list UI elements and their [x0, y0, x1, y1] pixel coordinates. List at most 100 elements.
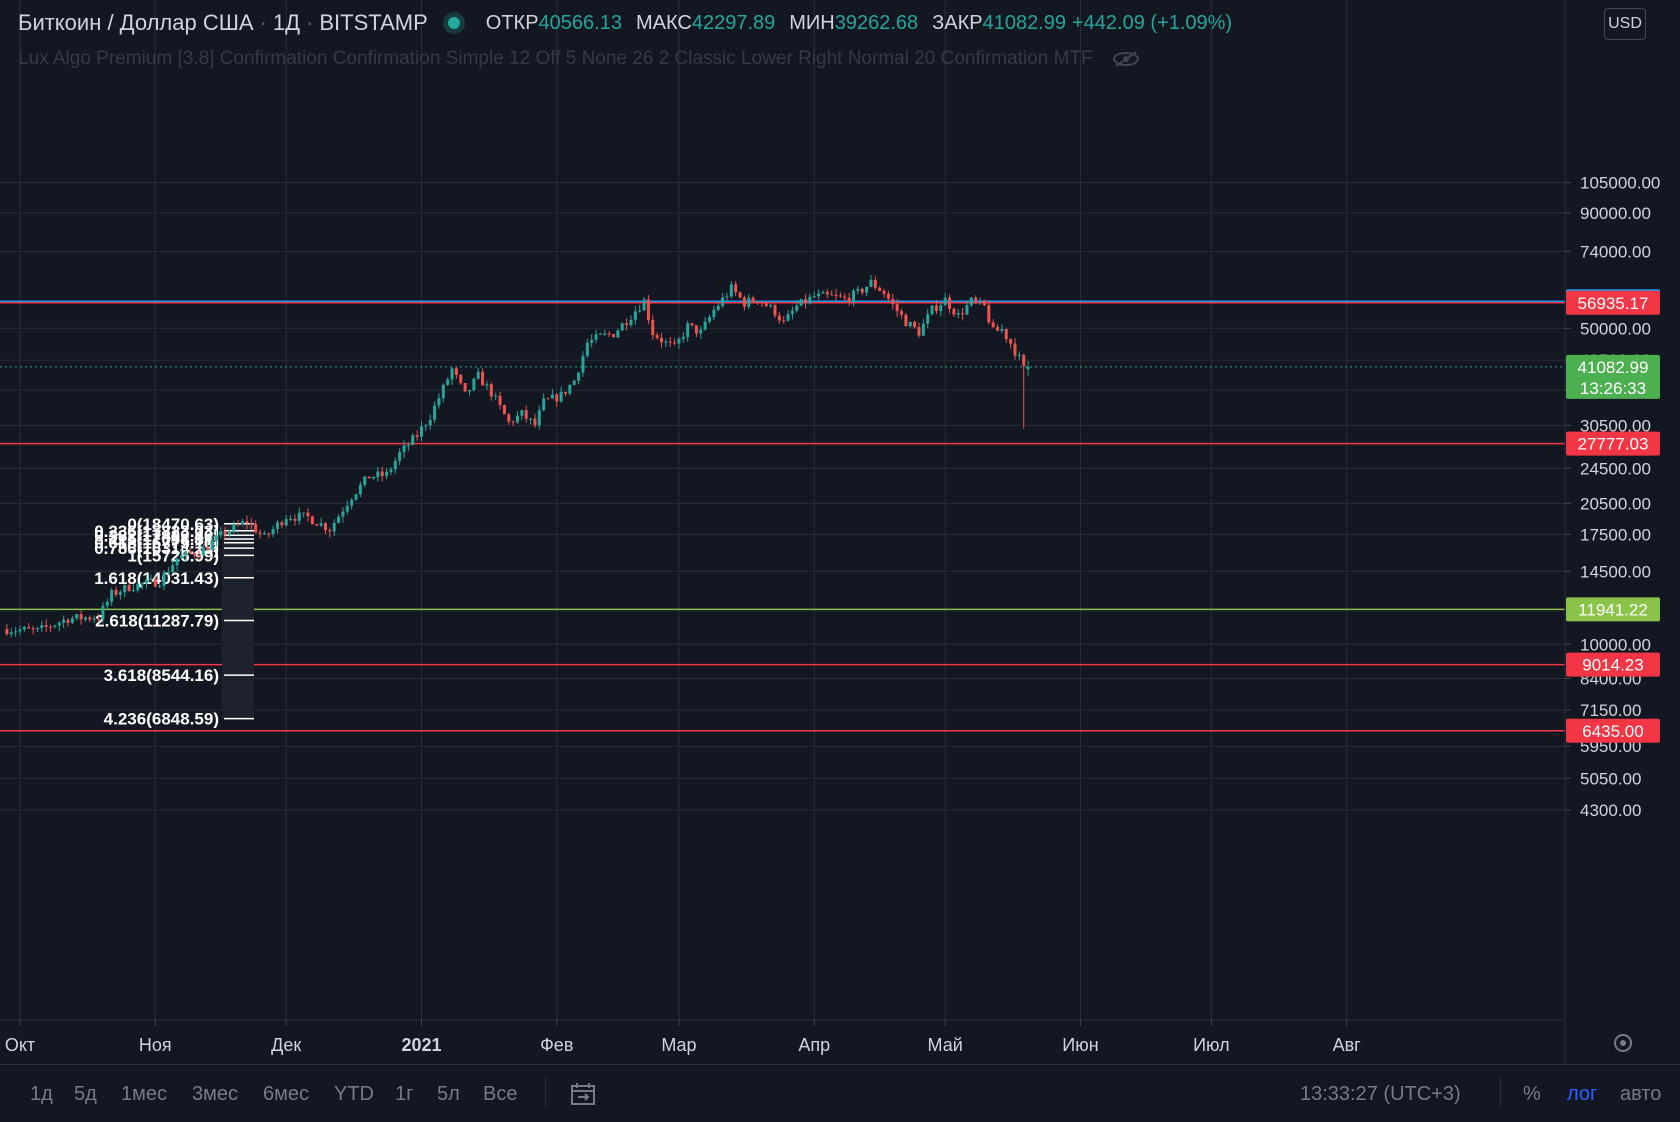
candle-body	[773, 305, 777, 316]
candle-body	[350, 499, 354, 506]
price-badge	[1566, 652, 1660, 677]
candle-body	[638, 310, 642, 312]
clock-timezone[interactable]: 13:33:27 (UTC+3)	[1300, 1083, 1461, 1105]
price-badge-label: 56935.17	[1578, 294, 1649, 313]
range-1m-button[interactable]: 1мес	[121, 1083, 167, 1105]
go-to-date-icon[interactable]	[570, 1081, 596, 1107]
candle-body	[62, 619, 66, 623]
candle-body	[319, 523, 323, 526]
price-badge-label: 27777.03	[1578, 435, 1649, 454]
price-chart[interactable]: 0(18470.63)0.236(17823.03)0.382(17422.40…	[0, 0, 1680, 1064]
candle-body	[681, 336, 685, 339]
y-tick-label: 90000.00	[1580, 204, 1651, 223]
candle-body	[22, 627, 26, 630]
candle-body	[891, 298, 895, 305]
candle-body	[886, 293, 890, 299]
candle-body	[302, 512, 306, 514]
candle-body	[830, 294, 834, 296]
price-badge	[1566, 718, 1660, 743]
candle-body	[982, 300, 986, 306]
candle-body	[179, 555, 183, 559]
y-tick-label: 20500.00	[1580, 494, 1651, 513]
candle-body	[57, 622, 61, 626]
candle-body	[271, 528, 275, 534]
candle-body	[44, 625, 48, 627]
candle-body	[337, 516, 341, 524]
candle-body	[799, 299, 803, 306]
candle-body	[489, 384, 493, 397]
candle-body	[485, 384, 489, 386]
candle-body	[751, 297, 755, 302]
y-tick-label: 4300.00	[1580, 801, 1641, 820]
candle-body	[1026, 366, 1030, 370]
currency-badge[interactable]: USD	[1604, 8, 1646, 40]
candle-body	[555, 394, 559, 402]
indicator-legend[interactable]: Lux Algo Premium [3.8] Confirmation Conf…	[18, 48, 1140, 70]
candle-body	[53, 625, 57, 627]
candle-body	[140, 583, 144, 585]
candle-body	[476, 371, 480, 379]
candle-body	[507, 414, 511, 422]
auto-scale-toggle[interactable]: авто	[1620, 1083, 1662, 1105]
candle-body	[472, 378, 476, 391]
y-tick-label: 10000.00	[1580, 635, 1651, 654]
candle-body	[419, 426, 423, 437]
candle-body	[856, 288, 860, 291]
candle-body	[9, 632, 13, 635]
hidden-eye-icon[interactable]	[1112, 51, 1140, 67]
exchange-label: BITSTAMP	[319, 10, 428, 35]
chart-grid	[0, 0, 1565, 1020]
candle-body	[5, 629, 9, 635]
interval-label[interactable]: 1Д	[272, 10, 301, 35]
toolbar-divider	[1500, 1077, 1501, 1107]
y-tick-label: 7150.00	[1580, 701, 1641, 720]
candle-body	[651, 319, 655, 336]
symbol-name[interactable]: Биткоин / Доллар США	[18, 10, 254, 35]
candle-body	[690, 323, 694, 326]
candle-body	[529, 418, 533, 420]
y-tick-label: 14500.00	[1580, 562, 1651, 581]
candle-body	[559, 391, 563, 402]
candle-body	[777, 315, 781, 321]
open-value: 40566.13	[538, 11, 622, 34]
y-tick-label: 105000.00	[1580, 174, 1660, 193]
candle-body	[1009, 339, 1013, 344]
candle-body	[838, 295, 842, 297]
candle-body	[450, 368, 454, 380]
candle-body	[1000, 329, 1004, 331]
range-ytd-button[interactable]: YTD	[334, 1083, 374, 1105]
range-5y-button[interactable]: 5л	[437, 1083, 460, 1105]
candle-body	[603, 333, 607, 335]
range-all-button[interactable]: Все	[483, 1083, 518, 1105]
candle-body	[956, 313, 960, 315]
close-value: 41082.99	[982, 11, 1066, 34]
candle-body	[764, 303, 768, 307]
candle-body	[437, 398, 441, 406]
candle-body	[367, 476, 371, 479]
range-1d-button[interactable]: 1д	[30, 1083, 53, 1105]
fib-level-label: 0.618(16775.16)	[94, 534, 219, 553]
candle-body	[214, 535, 218, 541]
candle-body	[136, 583, 140, 591]
candle-body	[917, 327, 921, 336]
candle-body	[677, 338, 681, 344]
candle-body	[625, 323, 629, 326]
range-1y-button[interactable]: 1г	[395, 1083, 414, 1105]
log-scale-toggle[interactable]: лог	[1567, 1083, 1598, 1105]
candle-body	[123, 584, 127, 593]
settings-icon[interactable]	[1614, 1034, 1632, 1052]
range-5d-button[interactable]: 5д	[74, 1083, 97, 1105]
candle-body	[49, 626, 53, 628]
fib-level-label: 2.618(11287.79)	[95, 611, 219, 630]
candle-body	[284, 519, 288, 526]
range-3m-button[interactable]: 3мес	[192, 1083, 238, 1105]
range-6m-button[interactable]: 6мес	[263, 1083, 309, 1105]
x-tick-label: Дек	[271, 1035, 301, 1055]
percent-scale-toggle[interactable]: %	[1523, 1083, 1541, 1105]
candle-body	[105, 601, 109, 606]
x-tick-label: Окт	[5, 1035, 35, 1055]
candle-body	[646, 299, 650, 320]
candle-body	[533, 418, 537, 426]
fib-level-label: 0.236(17823.03)	[94, 522, 219, 541]
candle-body	[118, 592, 122, 595]
